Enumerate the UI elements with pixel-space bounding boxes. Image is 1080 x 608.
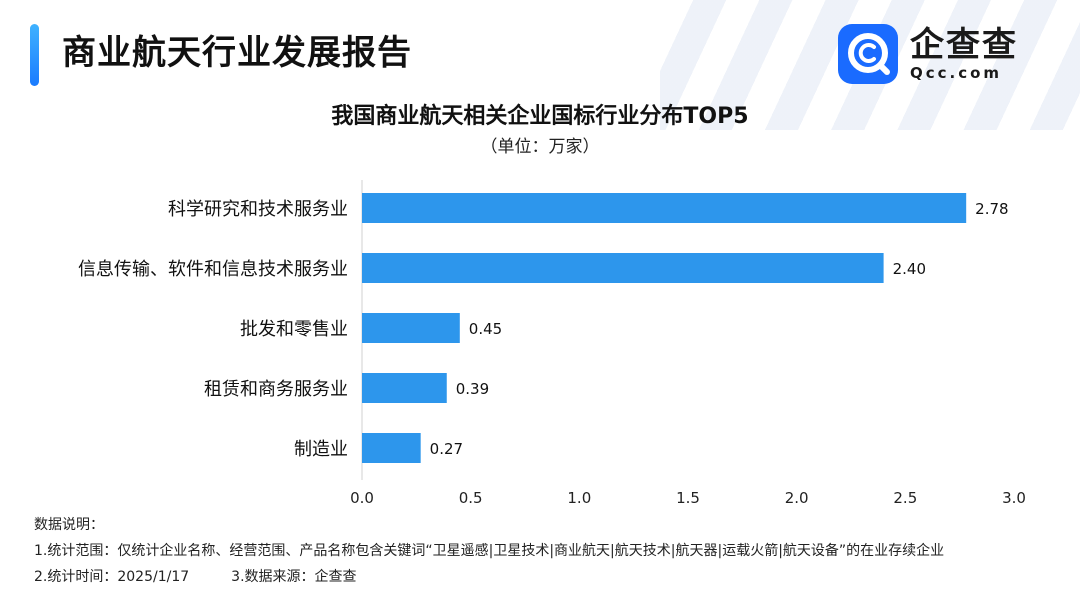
data-label: 2.78 (975, 200, 1008, 218)
notes-heading: 数据说明： (34, 517, 104, 533)
category-label: 批发和零售业 (240, 319, 348, 340)
notes-source: 3.数据来源：企查查 (231, 569, 357, 585)
notes-scope: 1.统计范围：仅统计企业名称、经营范围、产品名称包含关键词“卫星遥感|卫星技术|… (34, 543, 945, 559)
data-label: 2.40 (893, 260, 926, 278)
data-label: 0.45 (469, 320, 502, 338)
bar (362, 313, 460, 343)
data-notes: 数据说明： 1.统计范围：仅统计企业名称、经营范围、产品名称包含关键词“卫星遥感… (34, 512, 944, 590)
bar (362, 193, 967, 223)
page-title: 商业航天行业发展报告 (62, 33, 412, 73)
bar (362, 433, 421, 463)
x-tick-label: 1.0 (567, 489, 591, 507)
x-tick-label: 3.0 (1002, 489, 1026, 507)
logo-domain: Qcc.com (910, 64, 1003, 82)
data-label: 0.27 (430, 440, 463, 458)
brand-logo: 企查查 Qcc.com (838, 24, 1018, 84)
x-tick-label: 0.0 (350, 489, 374, 507)
notes-time: 2.统计时间：2025/1/17 (34, 569, 190, 585)
category-label: 租赁和商务服务业 (204, 379, 348, 400)
x-tick-label: 2.5 (893, 489, 917, 507)
x-tick-label: 2.0 (785, 489, 809, 507)
category-label: 制造业 (294, 439, 348, 460)
chart-title: 我国商业航天相关企业国标行业分布TOP5 (331, 104, 749, 129)
category-label: 信息传输、软件和信息技术服务业 (78, 259, 348, 280)
logo-name: 企查查 (910, 25, 1018, 65)
bar (362, 373, 447, 403)
bar (362, 253, 884, 283)
header-accent-bar (30, 24, 39, 86)
chart-subtitle: （单位：万家） (480, 137, 600, 157)
data-label: 0.39 (456, 380, 489, 398)
x-tick-label: 1.5 (676, 489, 700, 507)
x-tick-label: 0.5 (459, 489, 483, 507)
qcc-logo-icon (838, 24, 898, 84)
category-label: 科学研究和技术服务业 (168, 199, 348, 220)
